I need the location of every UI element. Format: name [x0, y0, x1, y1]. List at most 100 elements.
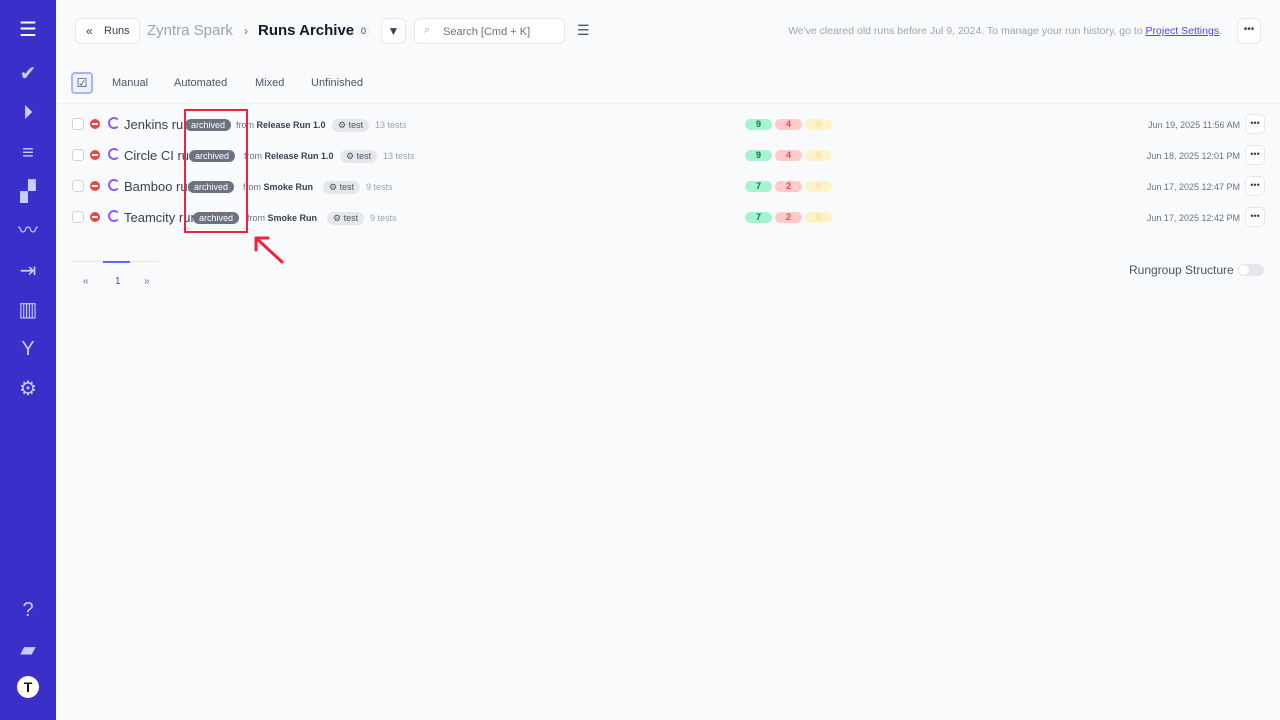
terminated-status-icon	[90, 212, 100, 222]
pulse-icon[interactable]: 〰	[18, 220, 38, 242]
run-date: Jun 18, 2025 12:01 PM	[1146, 151, 1240, 161]
settings-sliders-icon[interactable]: ☰	[577, 22, 590, 38]
tag-badge: ⚙ test	[323, 181, 361, 194]
archived-badge: archived	[189, 150, 236, 162]
failed-count: 2	[775, 212, 802, 223]
filter-icon: ▼	[387, 24, 400, 38]
row-checkbox[interactable]	[72, 118, 84, 130]
archived-badge: archived	[185, 119, 232, 131]
run-source: from Smoke Run	[243, 182, 313, 192]
sidebar: ☰ ✔ ⏵ ≡ ▞ 〰 ⇥ ▥ Y ⚙ ? ▰ T	[0, 0, 56, 720]
search-input[interactable]: ⌕ Search [Cmd + K]	[414, 18, 565, 44]
gear-icon[interactable]: ⚙	[19, 378, 37, 400]
search-icon: ⌕	[424, 24, 431, 36]
test-count: 13 tests	[383, 151, 415, 161]
double-chevron-left-icon: «	[86, 24, 93, 38]
from-label: from	[243, 182, 261, 192]
list-check-icon[interactable]: ≡	[22, 142, 34, 164]
run-name[interactable]: Bamboo run	[124, 179, 195, 194]
run-source: from Release Run 1.0	[236, 120, 326, 130]
automated-run-icon	[108, 148, 120, 160]
row-checkbox[interactable]	[72, 180, 84, 192]
row-more-button[interactable]: •••	[1245, 176, 1265, 196]
check-icon[interactable]: ✔	[19, 63, 37, 85]
run-row[interactable]: Teamcity run archived from Smoke Run ⚙ t…	[56, 202, 1280, 233]
gear-icon: ⚙	[329, 182, 338, 192]
row-checkbox[interactable]	[72, 211, 84, 223]
prev-page-button[interactable]: «	[83, 276, 89, 287]
tag-badge: ⚙ test	[340, 150, 378, 163]
tag-label: test	[348, 120, 364, 130]
breadcrumb-project[interactable]: Zyntra Spark	[147, 22, 233, 39]
import-icon[interactable]: ⇥	[19, 260, 37, 282]
folder-icon[interactable]: ▰	[20, 639, 36, 661]
project-settings-link[interactable]: Project Settings	[1145, 25, 1220, 37]
row-more-button[interactable]: •••	[1245, 145, 1265, 165]
branch-icon[interactable]: Y	[21, 338, 35, 360]
tab-automated[interactable]: Automated	[174, 77, 228, 89]
from-label: from	[244, 151, 262, 161]
skipped-count: 0	[805, 181, 832, 192]
steps-icon[interactable]: ▞	[20, 181, 36, 203]
tab-unfinished[interactable]: Unfinished	[311, 77, 363, 89]
menu-icon[interactable]: ☰	[19, 19, 37, 41]
row-more-button[interactable]: •••	[1245, 114, 1265, 134]
gear-icon: ⚙	[338, 120, 347, 130]
search-placeholder: Search [Cmd + K]	[443, 26, 531, 38]
run-name[interactable]: Jenkins run	[124, 117, 191, 132]
tab-manual[interactable]: Manual	[112, 77, 149, 89]
run-row[interactable]: Circle CI run archived from Release Run …	[56, 140, 1280, 171]
source-name: Smoke Run	[263, 182, 314, 192]
back-to-runs-button[interactable]: « Runs	[75, 18, 140, 44]
help-icon[interactable]: ?	[22, 599, 34, 621]
automated-run-icon	[108, 179, 120, 191]
select-all-toggle[interactable]: ☑	[71, 72, 93, 94]
run-row[interactable]: Jenkins run archived from Release Run 1.…	[56, 109, 1280, 140]
more-options-button[interactable]: •••	[1237, 18, 1261, 44]
from-label: from	[247, 213, 265, 223]
terminated-status-icon	[90, 181, 100, 191]
passed-count: 9	[745, 150, 772, 161]
tag-label: test	[343, 213, 359, 223]
run-row[interactable]: Bamboo run archived from Smoke Run ⚙ tes…	[56, 171, 1280, 202]
profile-icon[interactable]: T	[17, 676, 39, 698]
annotation-box	[184, 109, 248, 233]
passed-count: 7	[745, 212, 772, 223]
page-1-button[interactable]: 1	[115, 276, 121, 287]
tag-label: test	[339, 182, 355, 192]
row-more-button[interactable]: •••	[1245, 207, 1265, 227]
from-label: from	[236, 120, 254, 130]
row-checkbox[interactable]	[72, 149, 84, 161]
rungroup-toggle[interactable]	[1238, 264, 1264, 276]
test-count: 13 tests	[375, 120, 407, 130]
chart-icon[interactable]: ▥	[18, 299, 38, 321]
tag-badge: ⚙ test	[327, 212, 365, 225]
gear-icon: ⚙	[346, 151, 355, 161]
breadcrumb-separator: ›	[244, 24, 248, 38]
run-name[interactable]: Teamcity run	[124, 210, 198, 225]
archived-badge: archived	[188, 181, 235, 193]
next-page-button[interactable]: »	[144, 276, 150, 287]
source-name: Release Run 1.0	[264, 151, 334, 161]
run-name[interactable]: Circle CI run	[124, 148, 197, 163]
tab-mixed[interactable]: Mixed	[255, 77, 285, 89]
run-source: from Smoke Run	[247, 213, 317, 223]
run-source: from Release Run 1.0	[244, 151, 334, 161]
passed-count: 9	[745, 119, 772, 130]
gear-icon: ⚙	[333, 213, 342, 223]
test-count: 9 tests	[370, 213, 397, 223]
run-date: Jun 17, 2025 12:47 PM	[1146, 182, 1240, 192]
automated-run-icon	[108, 210, 120, 222]
run-date: Jun 17, 2025 12:42 PM	[1146, 213, 1240, 223]
archive-notice: We've cleared old runs before Jul 9, 202…	[788, 25, 1222, 37]
play-icon[interactable]: ⏵	[23, 102, 33, 124]
terminated-status-icon	[90, 150, 100, 160]
page-indicator	[103, 261, 130, 263]
source-name: Release Run 1.0	[256, 120, 326, 130]
run-count-badge: 0	[356, 25, 372, 37]
source-name: Smoke Run	[267, 213, 318, 223]
notice-text: We've cleared old runs before Jul 9, 202…	[788, 25, 1143, 37]
filter-button[interactable]: ▼	[381, 18, 406, 44]
divider	[56, 103, 1280, 104]
passed-count: 7	[745, 181, 772, 192]
